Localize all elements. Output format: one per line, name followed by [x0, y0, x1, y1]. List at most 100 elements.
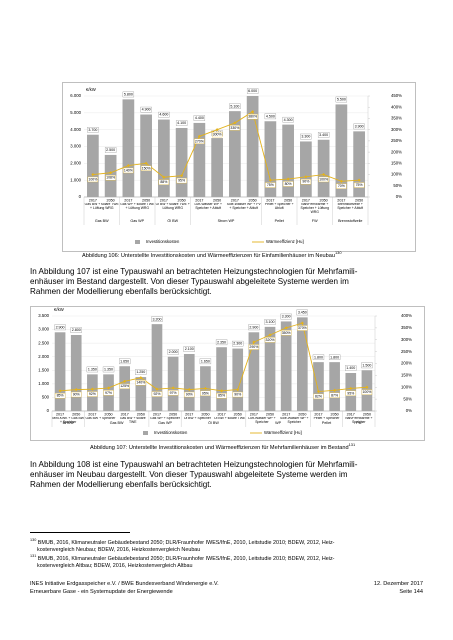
x-tick-label: 2050 — [331, 412, 339, 416]
line-marker — [58, 389, 62, 393]
data-label: 108% — [106, 176, 115, 180]
data-label: 1.800 — [330, 355, 339, 359]
data-label: 2.900 — [249, 325, 258, 329]
line-marker — [304, 175, 308, 179]
data-label: 140% — [124, 168, 133, 172]
category-label-box: Öl BW + solare TWE + Lüftung WRG — [155, 203, 190, 210]
x-tick-label: 2017 — [124, 198, 132, 202]
bar — [317, 139, 330, 197]
bar — [282, 124, 294, 197]
category-label-box: Gas WP + Speicher — [150, 417, 180, 420]
data-label-box — [361, 389, 373, 395]
bar — [216, 347, 227, 411]
data-label-box — [345, 365, 357, 371]
x-tick-label: 2017 — [266, 198, 274, 202]
x-tick-label: 2050 — [363, 412, 371, 416]
data-label: 1.800 — [314, 355, 323, 359]
data-label-box — [167, 349, 179, 355]
legend-label: Wärmeeffizienz [Hu] — [264, 430, 302, 435]
data-label-box — [87, 391, 98, 397]
data-label-box — [248, 344, 260, 350]
data-label: 4.900 — [142, 108, 151, 112]
data-label-box — [71, 391, 82, 398]
bar — [313, 362, 324, 411]
category-label: Öl BW + solare TWE + Lüftung WRG — [155, 203, 190, 210]
line — [92, 111, 360, 182]
line-marker — [109, 171, 113, 175]
data-label-box — [281, 330, 292, 336]
y2-tick-label: 300% — [391, 127, 402, 132]
data-label: 82% — [315, 394, 322, 398]
x-tick-label: 2017 — [153, 412, 161, 416]
line-marker — [316, 389, 321, 394]
data-label-box — [353, 123, 365, 130]
x-tick-label: 2050 — [201, 412, 209, 416]
category-label-box: Sole-Wasser WP + PV + Speicher + Abluft — [226, 203, 261, 210]
data-label-box — [232, 340, 244, 347]
category-label: Nah/Fernwärme + Speicher + Lüftung WRG — [300, 203, 330, 214]
group-label-box: Strom WP — [218, 219, 235, 223]
caption-text: Abbildung 106: Unterstellte Investitions… — [82, 252, 335, 259]
data-label: 75% — [356, 183, 363, 187]
data-label-box — [229, 103, 241, 109]
group-label: Öl BW — [167, 219, 179, 223]
data-label-box — [280, 313, 292, 320]
y-tick-label: 3.500 — [38, 313, 49, 318]
y-tick-label: 6.000 — [70, 93, 81, 98]
data-label-box — [215, 339, 228, 346]
line-marker — [219, 389, 224, 393]
data-label: 370% — [298, 326, 307, 330]
y-tick-label: 5.000 — [70, 110, 81, 115]
data-label: 85% — [218, 394, 225, 398]
data-label: 3.450 — [298, 311, 307, 315]
group-label-box: Gas BW — [109, 421, 124, 425]
category-label-box: Gas WP + solare TWE + Lüftung WRG — [120, 203, 154, 210]
group-label: Gas BW — [109, 421, 124, 425]
data-label-box — [211, 131, 223, 138]
group-label: Gas BW — [94, 219, 109, 223]
category-label: Brennstoffzelle + Speicher + Abluft — [337, 203, 364, 210]
data-label-box — [264, 113, 277, 120]
text-line: In Abbildung 107 ist eine Typauswahl an … — [30, 267, 358, 276]
group-label: Pellet — [321, 421, 332, 425]
category-label: Sole-Wasser WP + PV + Speicher + Abluft — [226, 203, 261, 210]
data-label: 3.400 — [319, 133, 328, 137]
y-tick-label: 2.500 — [38, 340, 49, 345]
chart-frame — [30, 306, 425, 441]
data-label: 95% — [178, 179, 185, 183]
data-label: 100% — [362, 390, 371, 394]
caption: Abbildung 107: Unterstellte Investitions… — [90, 442, 355, 451]
data-label-box — [184, 391, 195, 398]
bar — [246, 96, 259, 197]
line-marker — [233, 121, 237, 125]
y-tick-label: 3.000 — [70, 144, 81, 149]
data-label-box — [232, 391, 243, 398]
category-label: Nah/Fernwärme + Speicher — [345, 417, 373, 424]
y2-tick-label: 0% — [396, 194, 402, 199]
footnote-ref: 130 — [335, 250, 342, 255]
x-tick-label: 2050 — [213, 198, 221, 202]
group-label-box: WP — [275, 421, 281, 425]
data-label-box — [103, 390, 114, 396]
x-tick-label: 2050 — [284, 198, 292, 202]
category-label-box: Pellet + Speicher — [314, 417, 340, 420]
data-label-box — [105, 175, 116, 181]
x-tick-label: 2017 — [88, 412, 96, 416]
data-label-box — [151, 391, 163, 397]
data-label: 3.100 — [266, 320, 275, 324]
y-tick-label: 3.000 — [38, 327, 49, 332]
y-tick-label: 1.000 — [38, 381, 49, 386]
data-label: 3.300 — [301, 135, 310, 139]
text-line: enhäuser im Bestand dargestellt. Von die… — [30, 277, 349, 287]
x-tick-label: 2050 — [355, 198, 363, 202]
data-label: 1.250 — [136, 370, 145, 374]
data-label: 90% — [234, 393, 241, 397]
legend-swatch — [135, 240, 140, 244]
line-marker — [322, 172, 326, 177]
data-label: 2.350 — [217, 340, 226, 344]
bar — [232, 348, 244, 411]
category-label-box: Gas BW + solare TWE + Lüftung WRG — [85, 203, 119, 210]
data-label: 3.200 — [152, 317, 161, 321]
x-tick-label: 2017 — [337, 198, 345, 202]
group-label-box: Pellet — [275, 219, 284, 223]
